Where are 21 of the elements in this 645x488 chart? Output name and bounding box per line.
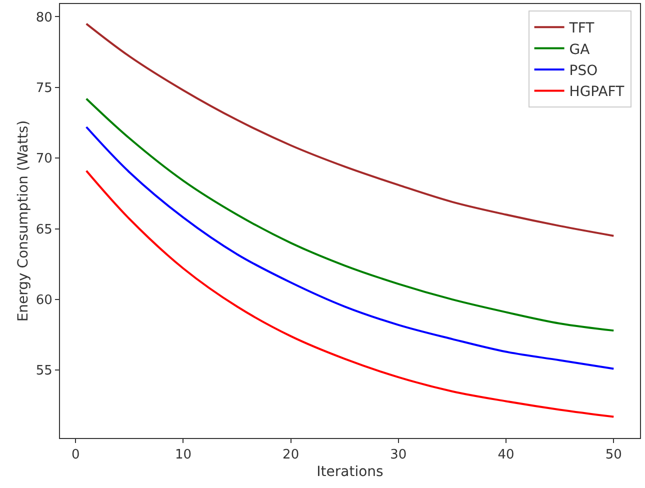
x-tick-label: 0 [71, 448, 80, 463]
x-axis-title: Iterations [316, 464, 384, 480]
y-tick-label: 65 [36, 222, 52, 238]
x-tick-label: 50 [605, 448, 622, 463]
line-series [85, 126, 615, 370]
y-tick-label: 60 [36, 293, 52, 308]
y-tick-label: 55 [36, 364, 52, 379]
line-series [85, 98, 615, 332]
legend-label: GA [569, 42, 590, 58]
y-tick-label: 75 [36, 80, 52, 96]
x-tick-label: 40 [498, 448, 514, 463]
legend-label: PSO [569, 62, 598, 79]
y-tick-label: 80 [36, 10, 52, 26]
legend-label: HGPAFT [569, 84, 625, 100]
y-axis-title: Energy Consumption (Watts) [15, 120, 32, 322]
x-tick-label: 10 [174, 448, 192, 463]
x-tick-label: 30 [390, 448, 407, 463]
x-tick-label: 20 [282, 448, 300, 463]
legend-label: TFT [568, 20, 595, 37]
y-tick-label: 70 [36, 152, 52, 167]
line-series [85, 170, 615, 418]
